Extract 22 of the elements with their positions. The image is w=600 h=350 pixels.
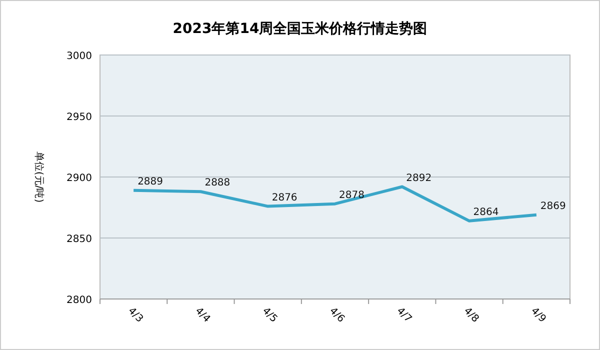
data-label: 2892	[406, 172, 432, 184]
x-tick-label: 4/6	[327, 306, 346, 325]
data-label: 2864	[473, 206, 499, 218]
x-tick-label: 4/4	[192, 306, 212, 325]
data-label: 2869	[540, 200, 566, 212]
y-tick-label: 2800	[66, 295, 92, 306]
x-tick-label: 4/3	[126, 306, 145, 325]
data-label: 2888	[204, 178, 230, 189]
y-tick-label: 2950	[66, 112, 92, 123]
chart-title: 2023年第14周全国玉米价格行情走势图	[172, 21, 428, 37]
x-tick-label: 4/9	[528, 306, 548, 325]
y-axis-title: 单位(元/吨)	[33, 151, 45, 203]
data-label: 2876	[272, 192, 298, 204]
x-tick-label: 4/8	[461, 306, 481, 325]
data-label: 2889	[138, 176, 164, 188]
y-tick-label: 3000	[66, 51, 92, 62]
line-series	[132, 185, 538, 222]
x-tick-label: 4/5	[260, 306, 280, 325]
x-tick-label: 4/7	[394, 306, 414, 325]
y-tick-label: 2900	[66, 173, 92, 184]
y-tick-label: 2850	[66, 234, 92, 245]
data-label: 2878	[339, 190, 364, 201]
